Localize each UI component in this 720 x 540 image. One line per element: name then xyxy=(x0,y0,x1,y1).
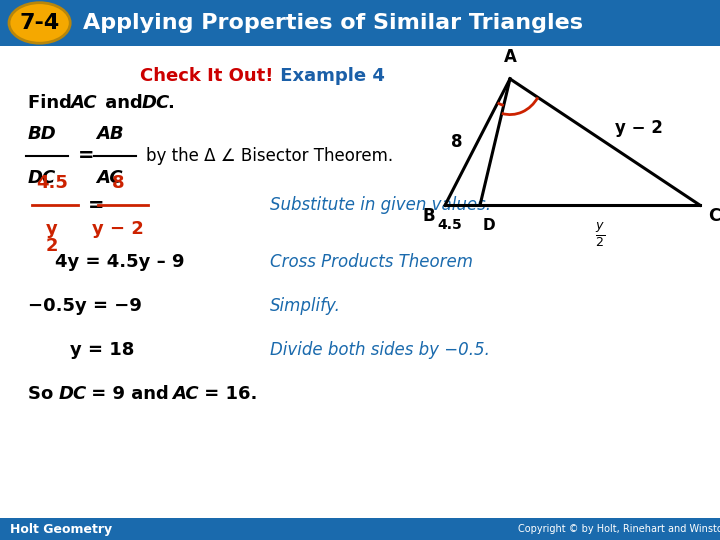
Text: 4.5: 4.5 xyxy=(437,218,462,232)
Text: AB: AB xyxy=(96,125,124,143)
Text: 8: 8 xyxy=(451,133,462,151)
Text: 2: 2 xyxy=(46,237,58,255)
Text: 4y = 4.5y – 9: 4y = 4.5y – 9 xyxy=(55,253,184,272)
Text: A: A xyxy=(503,48,516,66)
Text: by the Δ ∠ Bisector Theorem.: by the Δ ∠ Bisector Theorem. xyxy=(146,147,393,165)
Text: AC: AC xyxy=(96,169,122,187)
Text: Applying Properties of Similar Triangles: Applying Properties of Similar Triangles xyxy=(83,13,582,33)
Text: Holt Geometry: Holt Geometry xyxy=(10,523,112,536)
Text: D: D xyxy=(483,218,495,233)
Text: Cross Products Theorem: Cross Products Theorem xyxy=(270,253,473,272)
Text: =: = xyxy=(78,146,94,165)
Text: y − 2: y − 2 xyxy=(615,119,663,137)
Text: B: B xyxy=(423,207,435,225)
Text: = 16.: = 16. xyxy=(198,385,257,403)
Text: $\frac{y}{2}$: $\frac{y}{2}$ xyxy=(595,221,606,249)
Text: C: C xyxy=(708,207,720,225)
Text: Copyright © by Holt, Rinehart and Winston. All Rights Reserved.: Copyright © by Holt, Rinehart and Winsto… xyxy=(518,524,720,534)
Text: Check It Out!: Check It Out! xyxy=(140,66,274,85)
Text: y = 18: y = 18 xyxy=(70,341,135,359)
Text: DC: DC xyxy=(28,169,56,187)
Text: Divide both sides by −0.5.: Divide both sides by −0.5. xyxy=(270,341,490,359)
Text: 4.5: 4.5 xyxy=(36,174,68,192)
Text: Substitute in given values.: Substitute in given values. xyxy=(270,196,491,214)
Text: AC: AC xyxy=(172,385,199,403)
Text: = 9 and: = 9 and xyxy=(85,385,175,403)
Text: DC: DC xyxy=(59,385,87,403)
Text: .: . xyxy=(167,94,174,112)
Text: DC: DC xyxy=(142,94,170,112)
Text: and: and xyxy=(99,94,149,112)
Text: AC: AC xyxy=(70,94,96,112)
Text: =: = xyxy=(88,195,104,215)
Text: −0.5y = −9: −0.5y = −9 xyxy=(28,298,142,315)
Text: y − 2: y − 2 xyxy=(92,220,144,238)
Text: Simplify.: Simplify. xyxy=(270,298,341,315)
Text: Example 4: Example 4 xyxy=(274,66,384,85)
Text: 8: 8 xyxy=(112,174,125,192)
Text: BD: BD xyxy=(28,125,57,143)
Text: y: y xyxy=(46,220,58,238)
Text: So: So xyxy=(28,385,60,403)
Text: 7-4: 7-4 xyxy=(19,13,60,33)
Text: Find: Find xyxy=(28,94,78,112)
